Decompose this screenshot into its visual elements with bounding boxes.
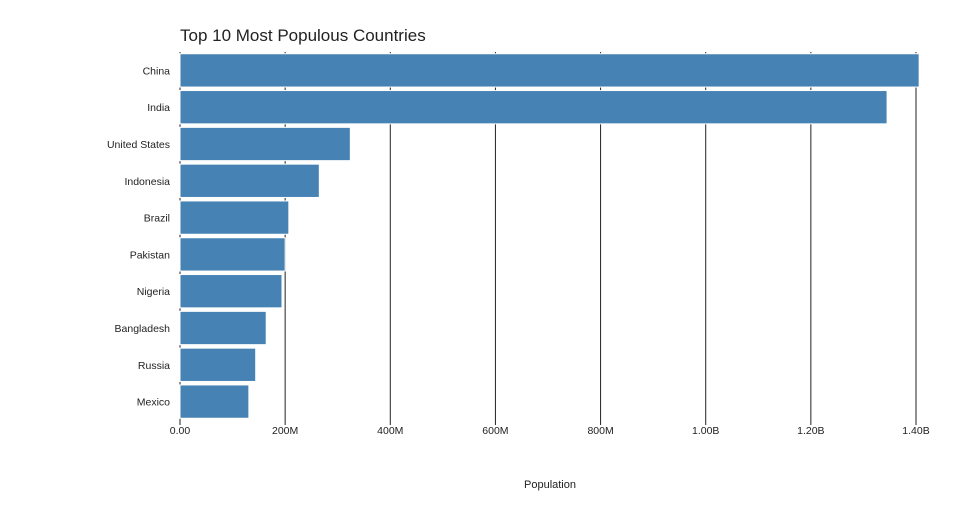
bar-pakistan bbox=[179, 237, 286, 272]
bar-russia bbox=[179, 347, 257, 382]
x-tick-label: 200M bbox=[272, 425, 298, 437]
x-tick-label: 1.40B bbox=[902, 425, 929, 437]
bar-indonesia bbox=[179, 163, 320, 198]
y-tick-label: India bbox=[147, 102, 170, 114]
x-tick-label: 1.20B bbox=[797, 425, 824, 437]
bar-china bbox=[179, 53, 920, 88]
x-tick-label: 400M bbox=[377, 425, 403, 437]
y-tick-label: Mexico bbox=[137, 397, 170, 409]
x-tick-label: 1.00B bbox=[692, 425, 719, 437]
x-tick-label: 600M bbox=[482, 425, 508, 437]
y-tick-label: Brazil bbox=[144, 213, 170, 225]
y-tick-label: United States bbox=[107, 139, 170, 151]
y-tick-label: Indonesia bbox=[124, 176, 170, 188]
y-tick-label: China bbox=[143, 65, 171, 77]
y-tick-label: Russia bbox=[138, 360, 170, 372]
bar-bangladesh bbox=[179, 310, 267, 346]
bar-mexico bbox=[179, 384, 250, 419]
y-tick-label: Bangladesh bbox=[115, 323, 171, 335]
bar-brazil bbox=[179, 200, 290, 235]
x-tick-label: 800M bbox=[587, 425, 613, 437]
y-tick-labels: China India United States Indonesia Brazil Pa… bbox=[107, 65, 170, 408]
y-tick-label: Pakistan bbox=[130, 249, 170, 261]
bar-india bbox=[179, 90, 888, 125]
y-tick-label: Nigeria bbox=[137, 286, 170, 298]
bar-united-states bbox=[179, 126, 351, 162]
bar-nigeria bbox=[179, 274, 283, 309]
x-tick-label: 0.00 bbox=[170, 425, 191, 437]
chart-title: Top 10 Most Populous Countries bbox=[180, 26, 426, 45]
x-tick-labels: 0.00 200M 400M 600M 800M 1.00B 1.20B 1.40B bbox=[170, 425, 930, 437]
x-axis-label: Population bbox=[524, 479, 576, 491]
bars bbox=[179, 53, 920, 419]
